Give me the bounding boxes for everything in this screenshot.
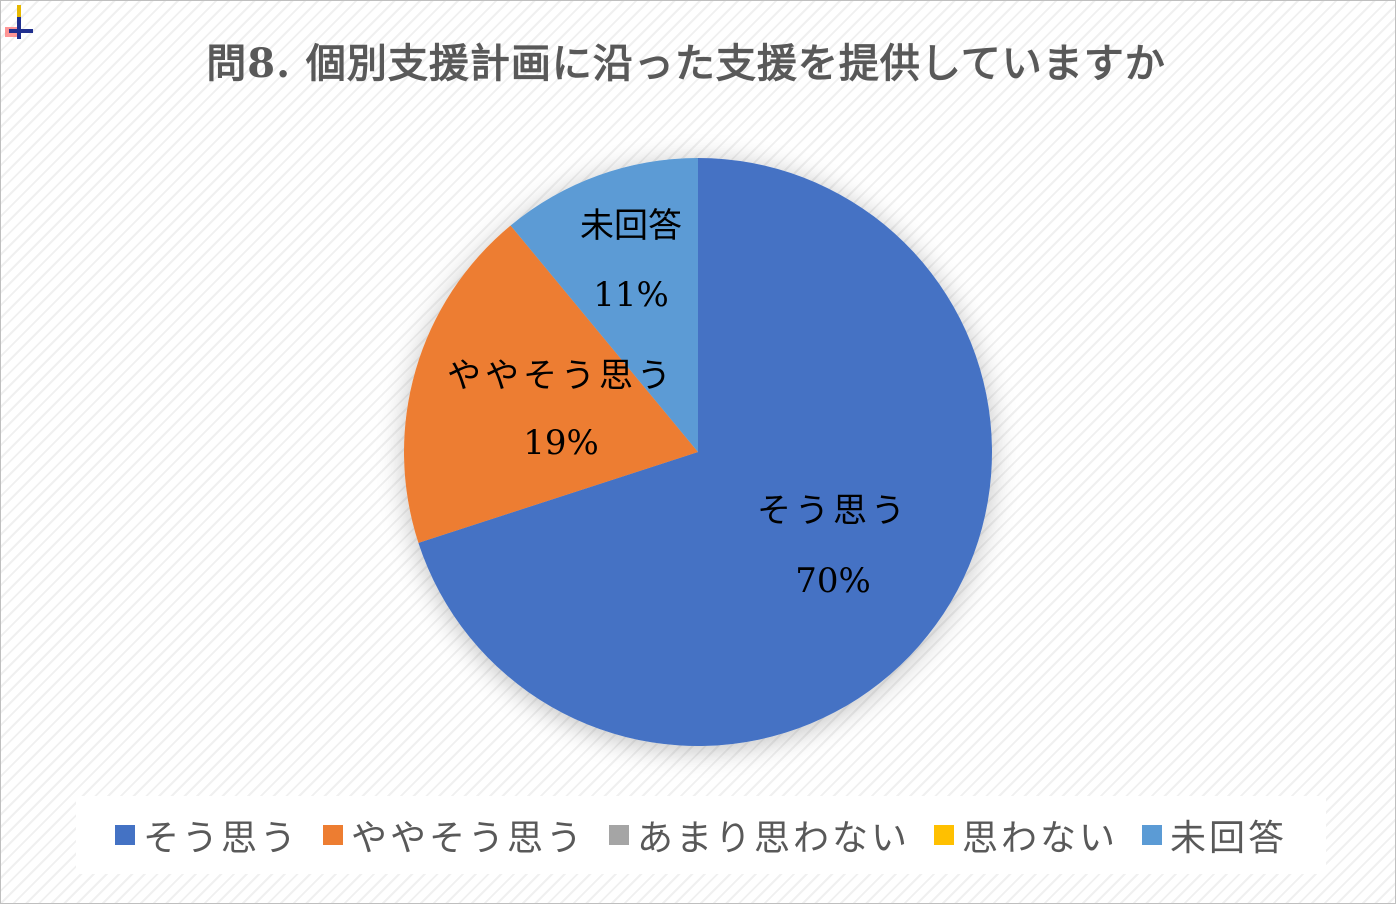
legend-item-3: あまり思わない [608, 809, 910, 861]
legend-label: ややそう思う [350, 818, 585, 859]
pie-data-labels: そう思う 70% ややそう思う 19% 未回答 11% [447, 206, 909, 601]
pie-chart: そう思う 70% ややそう思う 19% 未回答 11% [404, 158, 993, 746]
legend-swatch-icon [934, 825, 954, 845]
legend-item-4: 思わない [934, 809, 1118, 861]
legend-swatch-icon [608, 825, 629, 845]
slice-label-value-5: 11% [593, 275, 669, 315]
legend-label: 思わない [962, 818, 1119, 859]
pie-slices [404, 158, 993, 746]
chart-legend: そう思う ややそう思う あまり思わない 思わない 未回答 [76, 796, 1326, 874]
pie-slice-2 [404, 225, 698, 543]
legend-label: 未回答 [1170, 818, 1288, 859]
slice-label-category-5: 未回答 [580, 206, 682, 246]
slice-label-value-1: 70% [795, 561, 871, 601]
legend-swatch-icon [114, 825, 135, 845]
legend-label: そう思う [142, 818, 299, 859]
slice-label-value-2: 19% [523, 423, 599, 463]
legend-item-2: ややそう思う [322, 809, 585, 861]
legend-swatch-icon [322, 825, 343, 845]
slice-label-category-1: そう思う [757, 491, 909, 531]
pie-slice-1 [418, 158, 993, 746]
legend-item-1: そう思う [114, 809, 299, 861]
pie-slice-5 [510, 158, 698, 452]
legend-item-5: 未回答 [1142, 809, 1287, 861]
chart-title: 問8. 個別支援計画に沿った支援を提供していますか [206, 40, 1166, 87]
corner-marker-icon [5, 5, 33, 39]
legend-label: あまり思わない [636, 818, 910, 859]
legend-swatch-icon [1142, 825, 1163, 845]
slice-label-category-2: ややそう思う [447, 356, 675, 396]
